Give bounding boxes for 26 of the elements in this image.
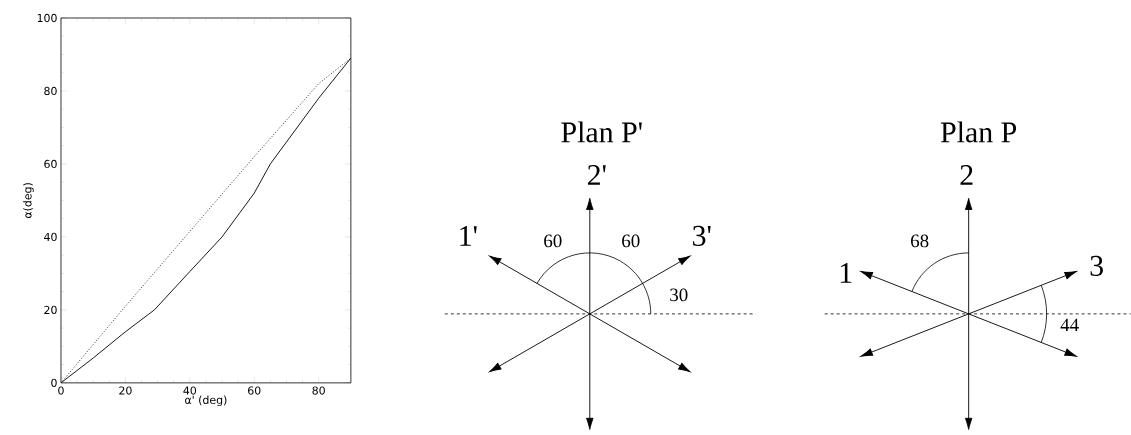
x-tick-label: 80 bbox=[312, 386, 325, 395]
x-tick-label: 0 bbox=[58, 386, 64, 395]
y-tick-label: 20 bbox=[44, 305, 57, 315]
text: 3 bbox=[1090, 255, 1103, 277]
x-tick-label: 20 bbox=[119, 386, 132, 395]
text: 2' bbox=[587, 165, 606, 185]
y-tick-label: 0 bbox=[51, 378, 57, 388]
y-tick-label: 100 bbox=[37, 13, 57, 23]
text: Plan P bbox=[940, 121, 1017, 143]
text: 1 bbox=[840, 263, 852, 283]
x-tick-label: 60 bbox=[248, 386, 261, 395]
text: 30 bbox=[670, 288, 688, 302]
x-tick-label: 40 bbox=[183, 386, 197, 395]
text: 60 bbox=[622, 234, 640, 248]
text: 2 bbox=[960, 165, 973, 185]
text: 3' bbox=[693, 225, 711, 247]
x-axis-title: α' (deg) bbox=[185, 395, 227, 407]
text: 68 bbox=[911, 234, 929, 248]
text: 44 bbox=[1060, 318, 1079, 332]
y-tick-label: 60 bbox=[44, 159, 57, 169]
text: 1' bbox=[460, 226, 477, 246]
y-tick-label: 80 bbox=[44, 86, 57, 96]
y-axis-title: α(deg) bbox=[23, 183, 34, 219]
y-tick-label: 40 bbox=[44, 232, 57, 242]
text: Plan P' bbox=[561, 121, 642, 143]
text: 60 bbox=[544, 234, 562, 248]
